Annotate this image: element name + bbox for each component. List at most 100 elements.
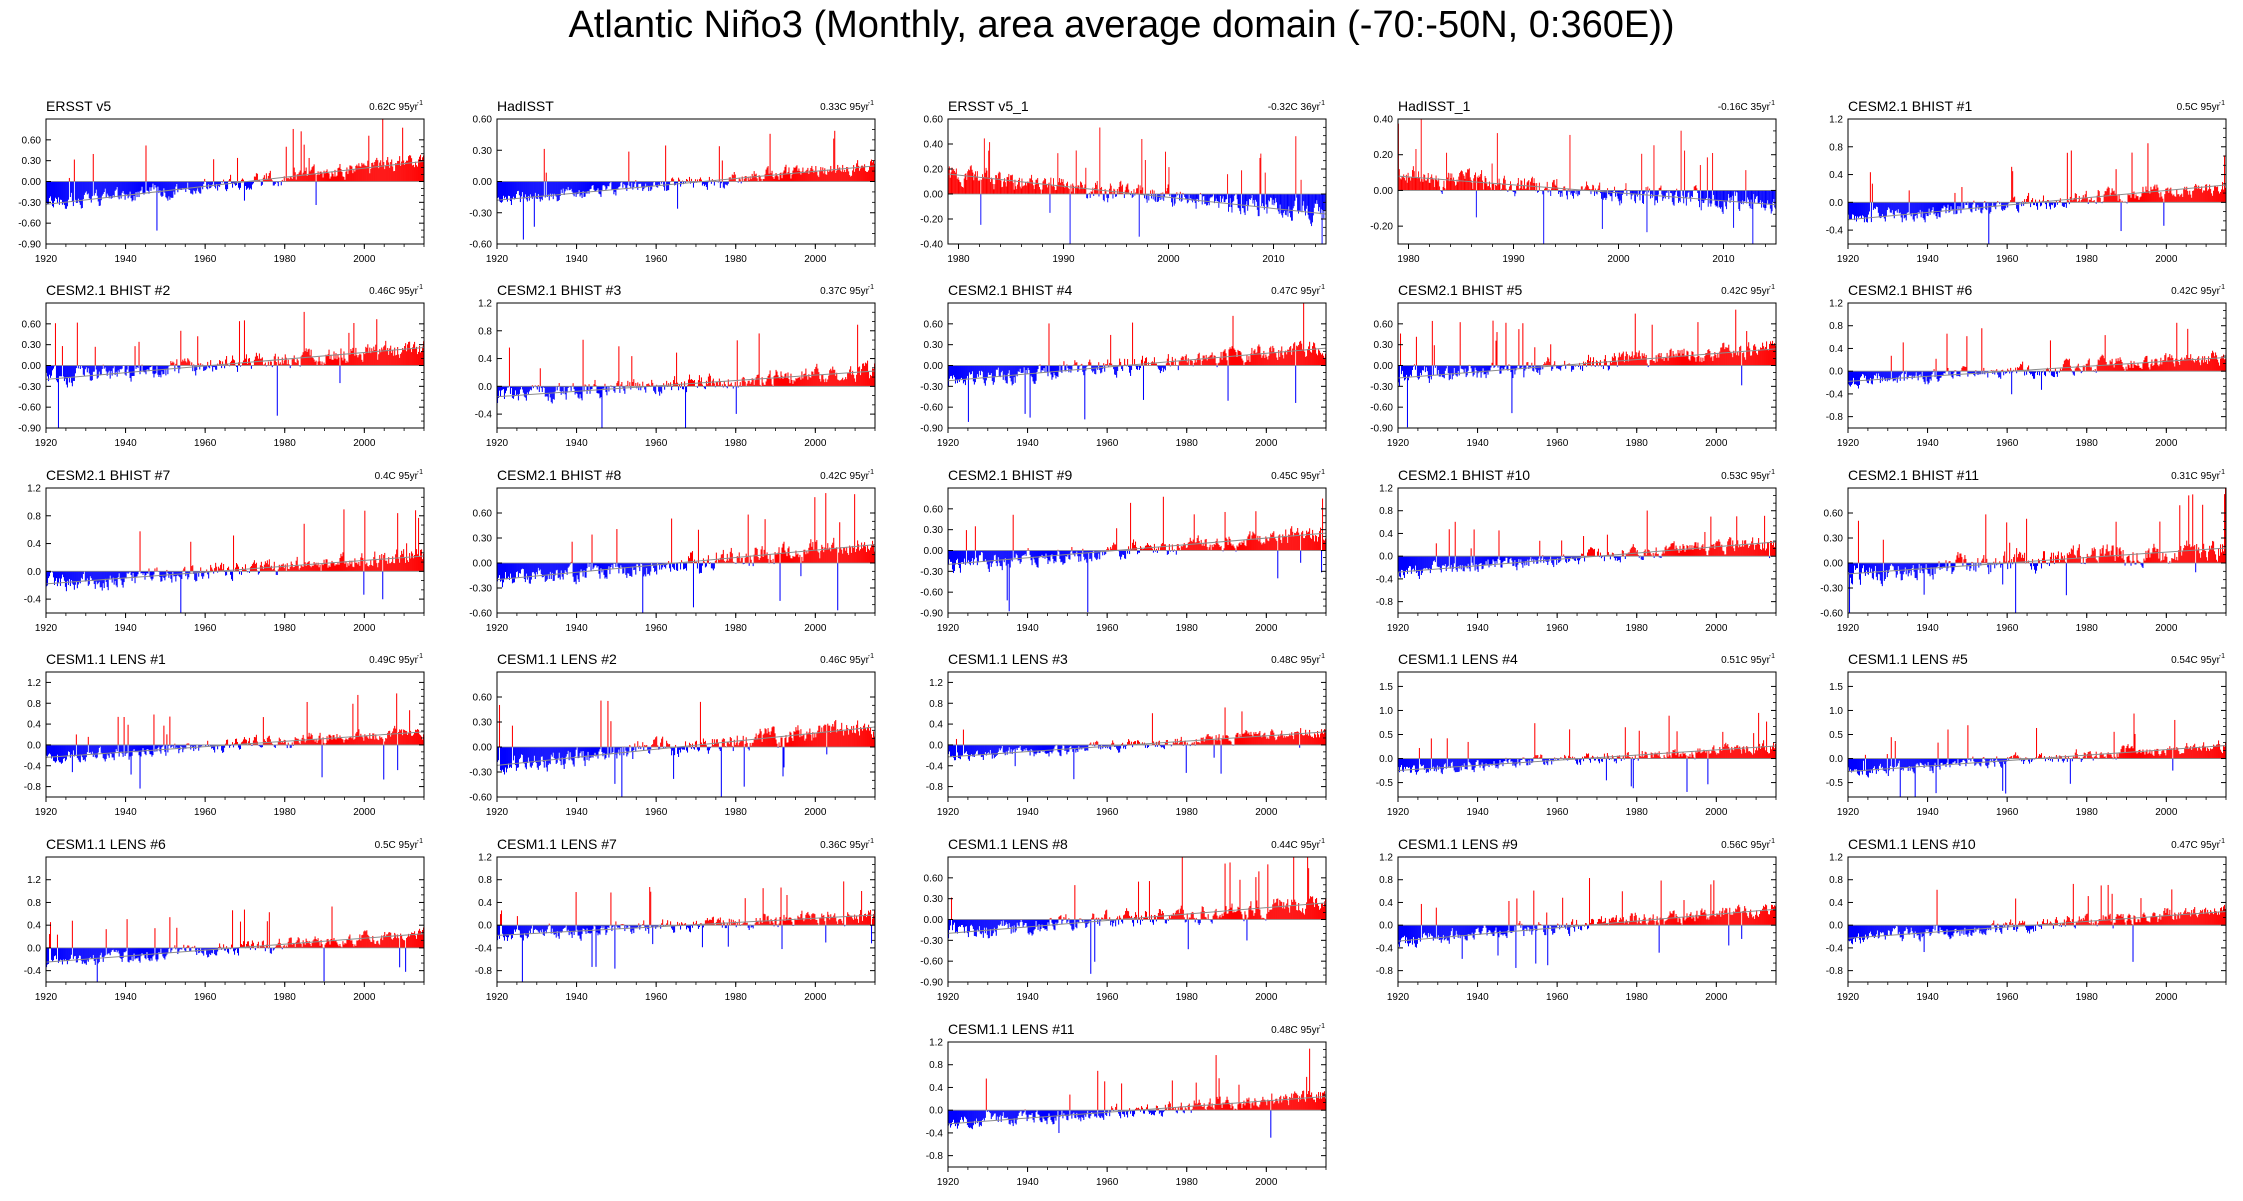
anomaly-bar xyxy=(1680,130,1682,191)
anomaly-bar xyxy=(161,181,163,197)
anomaly-bar xyxy=(580,386,582,399)
anomaly-bar xyxy=(1770,190,1772,214)
anomaly-bar xyxy=(1007,177,1009,194)
anomaly-bar xyxy=(1063,361,1065,366)
anomaly-bar xyxy=(1299,194,1301,212)
anomaly-bar xyxy=(1650,190,1652,194)
anomaly-bar xyxy=(1662,358,1664,366)
anomaly-bar xyxy=(1104,365,1106,372)
anomaly-bar xyxy=(386,160,388,182)
anomaly-bar xyxy=(1409,365,1411,375)
anomaly-bar xyxy=(1202,194,1204,197)
anomaly-bar xyxy=(1205,194,1207,204)
anomaly-bar xyxy=(273,181,275,186)
anomaly-bar xyxy=(1550,344,1552,366)
anomaly-bar xyxy=(326,559,328,572)
anomaly-bar xyxy=(1109,183,1111,194)
anomaly-bar xyxy=(673,380,675,387)
anomaly-bar xyxy=(1540,365,1542,370)
panel-title: CESM2.1 BHIST #2 xyxy=(46,282,170,298)
x-tick-label: 1940 xyxy=(1466,438,1489,449)
anomaly-bar xyxy=(101,365,103,370)
anomaly-bar xyxy=(549,386,551,398)
anomaly-bar xyxy=(89,365,91,381)
anomaly-bar xyxy=(404,346,406,366)
anomaly-bar xyxy=(1309,341,1311,366)
anomaly-bar xyxy=(391,352,393,366)
anomaly-bar xyxy=(322,565,324,572)
anomaly-bar xyxy=(223,179,225,182)
anomaly-bar xyxy=(1579,190,1581,195)
anomaly-bar xyxy=(1433,179,1434,191)
anomaly-bar xyxy=(1858,371,1860,385)
anomaly-bar xyxy=(2211,193,2213,203)
anomaly-bar xyxy=(271,569,273,572)
anomaly-bar xyxy=(1934,202,1936,214)
plot-frame xyxy=(45,487,425,614)
anomaly-bar xyxy=(664,181,666,191)
anomaly-bar xyxy=(162,571,164,577)
anomaly-bar xyxy=(1006,176,1008,194)
anomaly-bar xyxy=(166,569,168,572)
anomaly-bar xyxy=(1606,365,1608,367)
anomaly-bar xyxy=(1139,365,1142,369)
anomaly-bar xyxy=(555,181,557,197)
anomaly-bar xyxy=(1474,174,1476,191)
anomaly-bar xyxy=(1500,365,1502,374)
anomaly-bar xyxy=(1025,365,1027,370)
anomaly-bar xyxy=(415,161,417,182)
anomaly-bar xyxy=(811,371,813,387)
anomaly-bar xyxy=(1413,364,1415,366)
anomaly-bar xyxy=(2151,359,2153,372)
anomaly-bar xyxy=(2095,202,2097,204)
anomaly-bar xyxy=(976,176,977,194)
anomaly-bar xyxy=(1657,354,1659,366)
anomaly-bar xyxy=(214,181,216,187)
anomaly-bar xyxy=(306,351,308,366)
anomaly-bar xyxy=(260,358,262,366)
anomaly-bar xyxy=(2104,335,2106,372)
anomaly-bar xyxy=(2196,185,2198,203)
anomaly-bar xyxy=(2103,358,2105,372)
anomaly-bar xyxy=(958,179,960,194)
anomaly-bar xyxy=(559,386,561,392)
anomaly-bar xyxy=(1944,371,1946,374)
y-tick-label: 0.00 xyxy=(22,361,42,372)
anomaly-bar xyxy=(420,154,422,182)
anomaly-bar xyxy=(832,366,834,387)
x-tick-label: 1960 xyxy=(1546,438,1569,449)
anomaly-bar xyxy=(836,372,838,387)
anomaly-bar xyxy=(1891,371,1893,379)
anomaly-bar xyxy=(242,568,244,572)
anomaly-bar xyxy=(962,187,964,194)
anomaly-bar xyxy=(2212,350,2214,372)
anomaly-bar xyxy=(809,377,811,387)
anomaly-bar xyxy=(1061,365,1063,373)
anomaly-bar xyxy=(1420,119,1422,191)
anomaly-bar xyxy=(1464,365,1466,369)
anomaly-bar xyxy=(1098,194,1100,197)
anomaly-bar xyxy=(1250,353,1252,366)
anomaly-bar xyxy=(853,165,855,182)
anomaly-bar xyxy=(147,571,149,574)
anomaly-bar xyxy=(1922,371,1924,380)
anomaly-bar xyxy=(2198,185,2200,203)
anomaly-bar xyxy=(355,562,357,572)
anomaly-bar xyxy=(728,384,730,387)
anomaly-bar xyxy=(110,181,112,199)
anomaly-bar xyxy=(2191,360,2193,372)
anomaly-bar xyxy=(1163,365,1165,369)
anomaly-bar xyxy=(805,368,807,387)
anomaly-bar xyxy=(192,565,194,572)
anomaly-bar xyxy=(139,181,141,192)
anomaly-bar xyxy=(2016,202,2018,209)
anomaly-bar xyxy=(334,565,336,572)
anomaly-bar xyxy=(387,563,389,572)
anomaly-bar xyxy=(1481,170,1483,191)
anomaly-bar xyxy=(506,386,508,388)
anomaly-bar xyxy=(187,181,189,183)
anomaly-bar xyxy=(1496,332,1498,366)
anomaly-bar xyxy=(413,558,415,572)
anomaly-bar xyxy=(1204,358,1206,366)
anomaly-bar xyxy=(65,571,67,592)
